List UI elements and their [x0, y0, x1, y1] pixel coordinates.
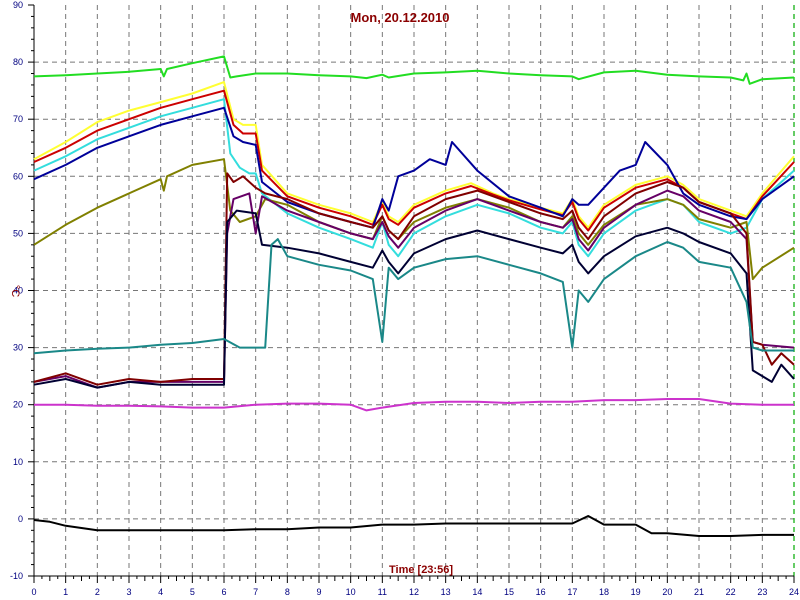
y-tick-label: 20: [13, 400, 23, 410]
series-line-3: [33, 89, 795, 232]
x-axis-title: Time [23:56]: [389, 564, 453, 576]
x-tick-label: 14: [472, 587, 482, 597]
grid: [34, 5, 795, 576]
y-tick-label: 0: [18, 514, 23, 524]
x-tick-label: 23: [757, 587, 767, 597]
x-tick-label: 11: [378, 587, 387, 597]
x-tick-label: 6: [221, 587, 226, 597]
series-line-11: [34, 398, 794, 412]
x-tick-label: 20: [662, 587, 672, 597]
x-tick-label: 18: [599, 587, 609, 597]
series-line-1: [33, 55, 795, 85]
x-tick-label: 0: [31, 587, 36, 597]
x-tick-label: 22: [726, 587, 736, 597]
series-line-10: [33, 238, 794, 355]
y-tick-label: 30: [13, 343, 23, 353]
x-tick-label: 24: [789, 587, 799, 597]
x-tick-label: 12: [409, 587, 419, 597]
x-tick-label: 5: [190, 587, 195, 597]
x-tick-label: 19: [631, 587, 641, 597]
y-tick-label: 80: [13, 57, 23, 67]
x-tick-label: 8: [285, 587, 290, 597]
y-tick-label: 90: [13, 0, 23, 10]
x-tick-label: 9: [316, 587, 321, 597]
x-tick-label: 1: [63, 587, 68, 597]
x-tick-label: 15: [504, 587, 514, 597]
x-tick-label: 21: [694, 587, 704, 597]
series-line-12: [33, 515, 794, 537]
x-tick-label: 13: [441, 587, 451, 597]
labels: Mon, 20.12.2010 Time [23:56] °C: [9, 10, 453, 576]
x-tick-label: 10: [346, 587, 356, 597]
y-tick-label: 40: [13, 286, 23, 296]
y-tick-label: 70: [13, 114, 23, 124]
x-tick-label: 16: [536, 587, 546, 597]
series-group: [33, 55, 795, 537]
series-line-2: [33, 81, 795, 229]
chart-title: Mon, 20.12.2010: [351, 10, 450, 25]
y-tick-label: 10: [13, 457, 23, 467]
series-line-9: [33, 209, 795, 389]
x-tick-label: 2: [95, 587, 100, 597]
x-tick-label: 7: [253, 587, 258, 597]
x-tick-label: 17: [567, 587, 577, 597]
y-tick-label: 50: [13, 228, 23, 238]
series-line-5: [33, 106, 795, 229]
y-tick-label: 60: [13, 171, 23, 181]
x-tick-label: 4: [158, 587, 163, 597]
y-axis-title: °C: [9, 285, 21, 297]
x-tick-label: 3: [126, 587, 131, 597]
y-tick-label: -10: [10, 571, 23, 581]
